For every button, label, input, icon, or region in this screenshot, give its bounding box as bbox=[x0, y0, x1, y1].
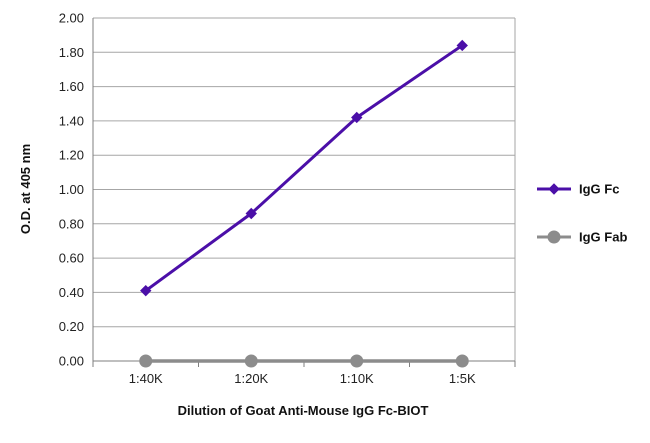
data-point bbox=[350, 354, 364, 368]
data-point bbox=[455, 354, 469, 368]
legend-swatch-marker bbox=[548, 183, 560, 195]
data-point bbox=[140, 284, 152, 297]
x-axis-title: Dilution of Goat Anti-Mouse IgG Fc-BIOT bbox=[178, 403, 429, 418]
legend-swatch-marker bbox=[547, 230, 561, 244]
y-tick-label: 0.20 bbox=[59, 319, 84, 334]
y-tick-label: 1.40 bbox=[59, 113, 84, 128]
y-axis-title: O.D. at 405 nm bbox=[18, 144, 33, 234]
axes: 0.00 0.20 0.40 0.60 0.80 1.00 1.20 1.40 1.60 1.80… bbox=[59, 11, 516, 386]
grid bbox=[93, 17, 516, 362]
data-point bbox=[351, 111, 363, 124]
y-tick-label: 0.80 bbox=[59, 216, 84, 231]
data-point bbox=[244, 354, 258, 368]
data-point bbox=[456, 39, 468, 52]
y-tick-label: 1.80 bbox=[59, 45, 84, 60]
legend: IgG Fc IgG Fab bbox=[537, 182, 627, 245]
y-tick-label: 0.00 bbox=[59, 354, 84, 369]
y-tick-label: 0.40 bbox=[59, 285, 84, 300]
legend-label: IgG Fab bbox=[579, 230, 627, 245]
x-tick-label: 1:20K bbox=[234, 371, 268, 386]
series-igg-fab bbox=[139, 354, 469, 368]
data-point bbox=[245, 207, 257, 220]
y-tick-label: 0.60 bbox=[59, 251, 84, 266]
series-igg-fc bbox=[140, 39, 468, 297]
y-tick-label: 1.00 bbox=[59, 182, 84, 197]
x-tick-label: 1:10K bbox=[340, 371, 374, 386]
x-tick-label: 1:5K bbox=[449, 371, 476, 386]
legend-item: IgG Fc bbox=[537, 182, 619, 197]
x-tick-label: 1:40K bbox=[129, 371, 163, 386]
data-point bbox=[139, 354, 153, 368]
y-tick-label: 1.60 bbox=[59, 79, 84, 94]
legend-item: IgG Fab bbox=[537, 230, 627, 245]
y-tick-label: 2.00 bbox=[59, 11, 84, 26]
legend-label: IgG Fc bbox=[579, 182, 619, 197]
series-line bbox=[144, 44, 464, 292]
series bbox=[139, 39, 469, 368]
y-tick-label: 1.20 bbox=[59, 148, 84, 163]
